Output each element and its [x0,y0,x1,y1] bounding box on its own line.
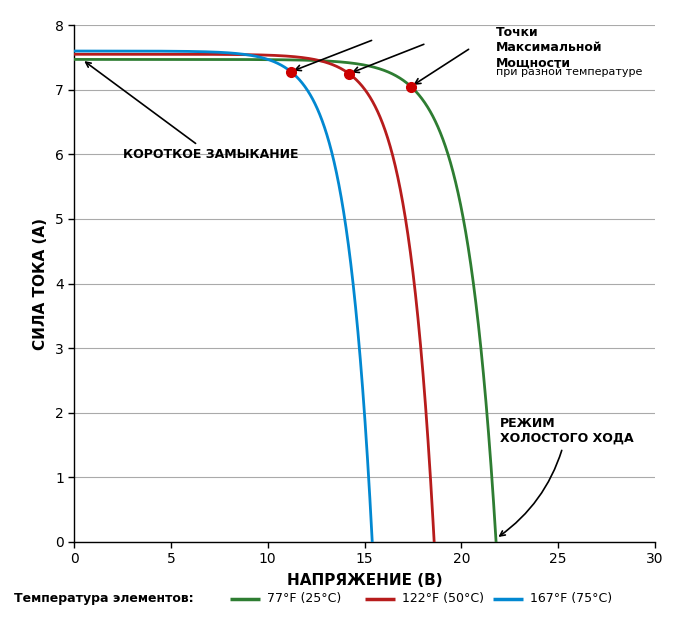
Y-axis label: СИЛА ТОКА (А): СИЛА ТОКА (А) [33,217,48,350]
Text: КОРОТКОЕ ЗАМЫКАНИЕ: КОРОТКОЕ ЗАМЫКАНИЕ [86,62,298,161]
Text: Температура элементов:: Температура элементов: [14,592,193,605]
Text: при разной температуре: при разной температуре [496,67,643,77]
Text: Точки
Максимальной
Мощности: Точки Максимальной Мощности [496,26,603,69]
Text: 167°F (75°C): 167°F (75°C) [530,592,612,605]
X-axis label: НАПРЯЖЕНИЕ (В): НАПРЯЖЕНИЕ (В) [287,573,442,588]
Text: 122°F (50°C): 122°F (50°C) [402,592,483,605]
Text: 77°F (25°C): 77°F (25°C) [267,592,341,605]
Text: РЕЖИМ
ХОЛОСТОГО ХОДА: РЕЖИМ ХОЛОСТОГО ХОДА [500,417,634,536]
